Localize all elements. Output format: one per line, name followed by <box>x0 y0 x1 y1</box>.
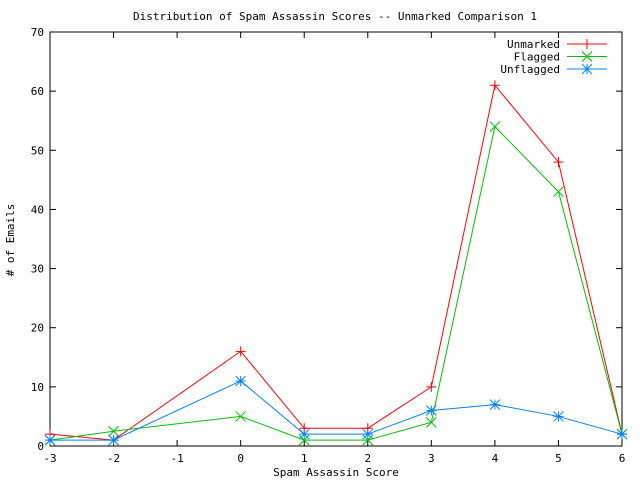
legend-label-unmarked: Unmarked <box>507 38 560 51</box>
x-tick-label: 3 <box>428 452 435 465</box>
x-tick-label: 0 <box>237 452 244 465</box>
x-tick-label: 4 <box>492 452 499 465</box>
series-line-flagged <box>50 127 622 440</box>
legend-label-flagged: Flagged <box>514 51 560 64</box>
data-point-flagged <box>490 122 500 132</box>
data-point-flagged <box>426 417 436 427</box>
x-tick-label: -1 <box>170 452 183 465</box>
y-tick-label: 50 <box>31 144 44 157</box>
legend-marker-unflagged <box>582 64 592 74</box>
data-point-unmarked <box>426 382 436 392</box>
x-tick-label: -3 <box>43 452 56 465</box>
legend-marker-unmarked <box>582 39 592 49</box>
legend-label-unflagged: Unflagged <box>500 63 560 76</box>
plot-area <box>50 32 622 446</box>
data-point-unflagged <box>617 429 627 439</box>
series-unflagged <box>45 376 627 445</box>
series-layer <box>45 80 627 445</box>
y-tick-label: 10 <box>31 381 44 394</box>
chart-title: Distribution of Spam Assassin Scores -- … <box>133 10 537 23</box>
x-tick-label: 2 <box>364 452 371 465</box>
y-tick-label: 40 <box>31 203 44 216</box>
y-tick-label: 60 <box>31 85 44 98</box>
y-axis-label: # of Emails <box>4 204 17 277</box>
series-unmarked <box>45 80 627 445</box>
data-point-unflagged <box>553 411 563 421</box>
y-tick-label: 20 <box>31 322 44 335</box>
x-tick-label: 6 <box>619 452 626 465</box>
x-tick-label: -2 <box>107 452 120 465</box>
y-tick-label: 30 <box>31 263 44 276</box>
data-point-unflagged <box>363 429 373 439</box>
x-tick-label: 1 <box>301 452 308 465</box>
data-point-unflagged <box>490 400 500 410</box>
x-tick-label: 5 <box>555 452 562 465</box>
data-point-unflagged <box>109 435 119 445</box>
data-point-unflagged <box>45 435 55 445</box>
series-line-unflagged <box>50 381 622 440</box>
data-point-unflagged <box>236 376 246 386</box>
series-flagged <box>45 122 627 445</box>
y-tick-label: 0 <box>37 440 44 453</box>
data-point-unflagged <box>299 429 309 439</box>
x-axis-label: Spam Assassin Score <box>273 466 399 479</box>
data-point-flagged <box>553 187 563 197</box>
series-line-unmarked <box>50 85 622 440</box>
data-point-unflagged <box>426 406 436 416</box>
y-tick-label: 70 <box>31 26 44 39</box>
